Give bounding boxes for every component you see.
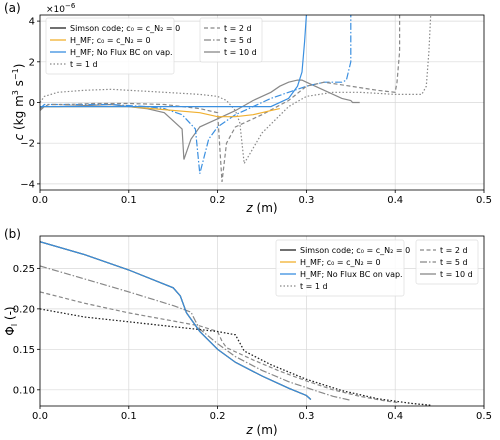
legend-label: Simson code; c₀ = c_N₂ = 0 [70, 24, 180, 33]
y-tick-label: 0.25 [13, 264, 35, 275]
x-axis-label: z (m) [245, 423, 277, 437]
series-line [40, 15, 401, 182]
x-tick-label: 0.4 [387, 411, 403, 422]
legend-label: t = 10 d [440, 270, 473, 279]
legend-label: H_MF; c₀ = c_N₂ = 0 [300, 258, 381, 267]
legend-label: t = 1 d [300, 282, 328, 291]
series-line [40, 79, 360, 160]
x-tick-label: 0.2 [210, 411, 226, 422]
x-tick-label: 0.1 [121, 411, 137, 422]
legend-label: H_MF; No Flux BC on vap. [300, 270, 403, 279]
y-axis-label: c (kg m3 s−1) [11, 64, 26, 141]
series-line [40, 241, 312, 400]
x-tick-label: 0.3 [298, 195, 314, 206]
series-line [40, 308, 431, 406]
series-group [40, 241, 431, 406]
y-axis-label: Φl (-) [3, 306, 19, 335]
legend-frame [45, 17, 175, 75]
y-tick-label: 2 [29, 57, 35, 68]
series-line [40, 241, 312, 400]
legend-label: t = 5 d [440, 258, 468, 267]
legend-label: t = 2 d [224, 24, 252, 33]
series-line [40, 15, 432, 166]
y-ticks: 0.10 0.15 0.20 0.25 [13, 264, 40, 396]
y-tick-label: −4 [20, 179, 35, 190]
y-tick-label: −2 [20, 139, 35, 150]
x-tick-label: 0.0 [32, 411, 48, 422]
plot-frame [39, 235, 485, 407]
legend-time: t = 2 d t = 5 d t = 10 d [415, 239, 479, 285]
panel-b: (b) 0.0 0.1 0.2 0.3 0.4 0.5 0.100.150.200.25 … [3, 227, 492, 437]
offset-exponent: −6 [65, 2, 76, 10]
x-tick-label: 0.1 [121, 195, 137, 206]
panel-label: (a) [4, 1, 21, 15]
legend-frame [199, 17, 263, 63]
series-line [40, 241, 312, 400]
series-group [40, 15, 432, 182]
offset-text: ×10−6 [46, 2, 76, 15]
x-tick-label: 0.2 [210, 195, 226, 206]
series-line [40, 265, 351, 401]
y-tick-label: 4 [29, 17, 35, 28]
legend-time: t = 2 d t = 5 d t = 10 d [199, 17, 263, 63]
legend-frame [415, 239, 479, 285]
y-tick-label: 0.15 [13, 345, 35, 356]
legend-method: Simson code; c₀ = c_N₂ = 0 H_MF; c₀ = c_N… [45, 17, 180, 75]
x-tick-label: 0.0 [32, 195, 48, 206]
legend-frame [275, 239, 405, 297]
x-tick-label: 0.5 [476, 195, 492, 206]
x-ticks: 0.0 0.1 0.2 0.3 0.4 0.5 [32, 406, 492, 422]
legend-label: H_MF; No Flux BC on vap. [70, 48, 173, 57]
series-line [40, 291, 400, 404]
panel-a: (a) ×10−6 0.0 0.1 0.2 0.3 0.4 0.5 −4 −2 0 2 4 c (… [4, 1, 492, 206]
y-tick-label: 0 [29, 98, 35, 109]
x-tick-label: 0.4 [387, 195, 403, 206]
legend-label: t = 1 d [70, 60, 98, 69]
x-axis-label-a: z (m) [245, 201, 277, 215]
x-tick-label: 0.5 [476, 411, 492, 422]
plot-frame [39, 14, 485, 191]
series-line [40, 15, 307, 108]
x-ticks: 0.0 0.1 0.2 0.3 0.4 0.5 [32, 190, 492, 206]
series-line [40, 15, 352, 174]
panel-label: (b) [4, 227, 21, 241]
legend-label: t = 10 d [224, 48, 257, 57]
legend-label: H_MF; c₀ = c_N₂ = 0 [70, 36, 151, 45]
x-tick-label: 0.3 [298, 411, 314, 422]
y-tick-label: 0.20 [13, 304, 35, 315]
legend-method: Simson code; c₀ = c_N₂ = 0 H_MF; c₀ = c_N… [275, 239, 410, 297]
y-ticks: −4 −2 0 2 4 [20, 17, 40, 190]
legend-label: t = 2 d [440, 246, 468, 255]
y-tick-label: 0.10 [13, 385, 35, 396]
legend-label: t = 5 d [224, 36, 252, 45]
series-line [42, 106, 280, 118]
legend-label: Simson code; c₀ = c_N₂ = 0 [300, 246, 410, 255]
